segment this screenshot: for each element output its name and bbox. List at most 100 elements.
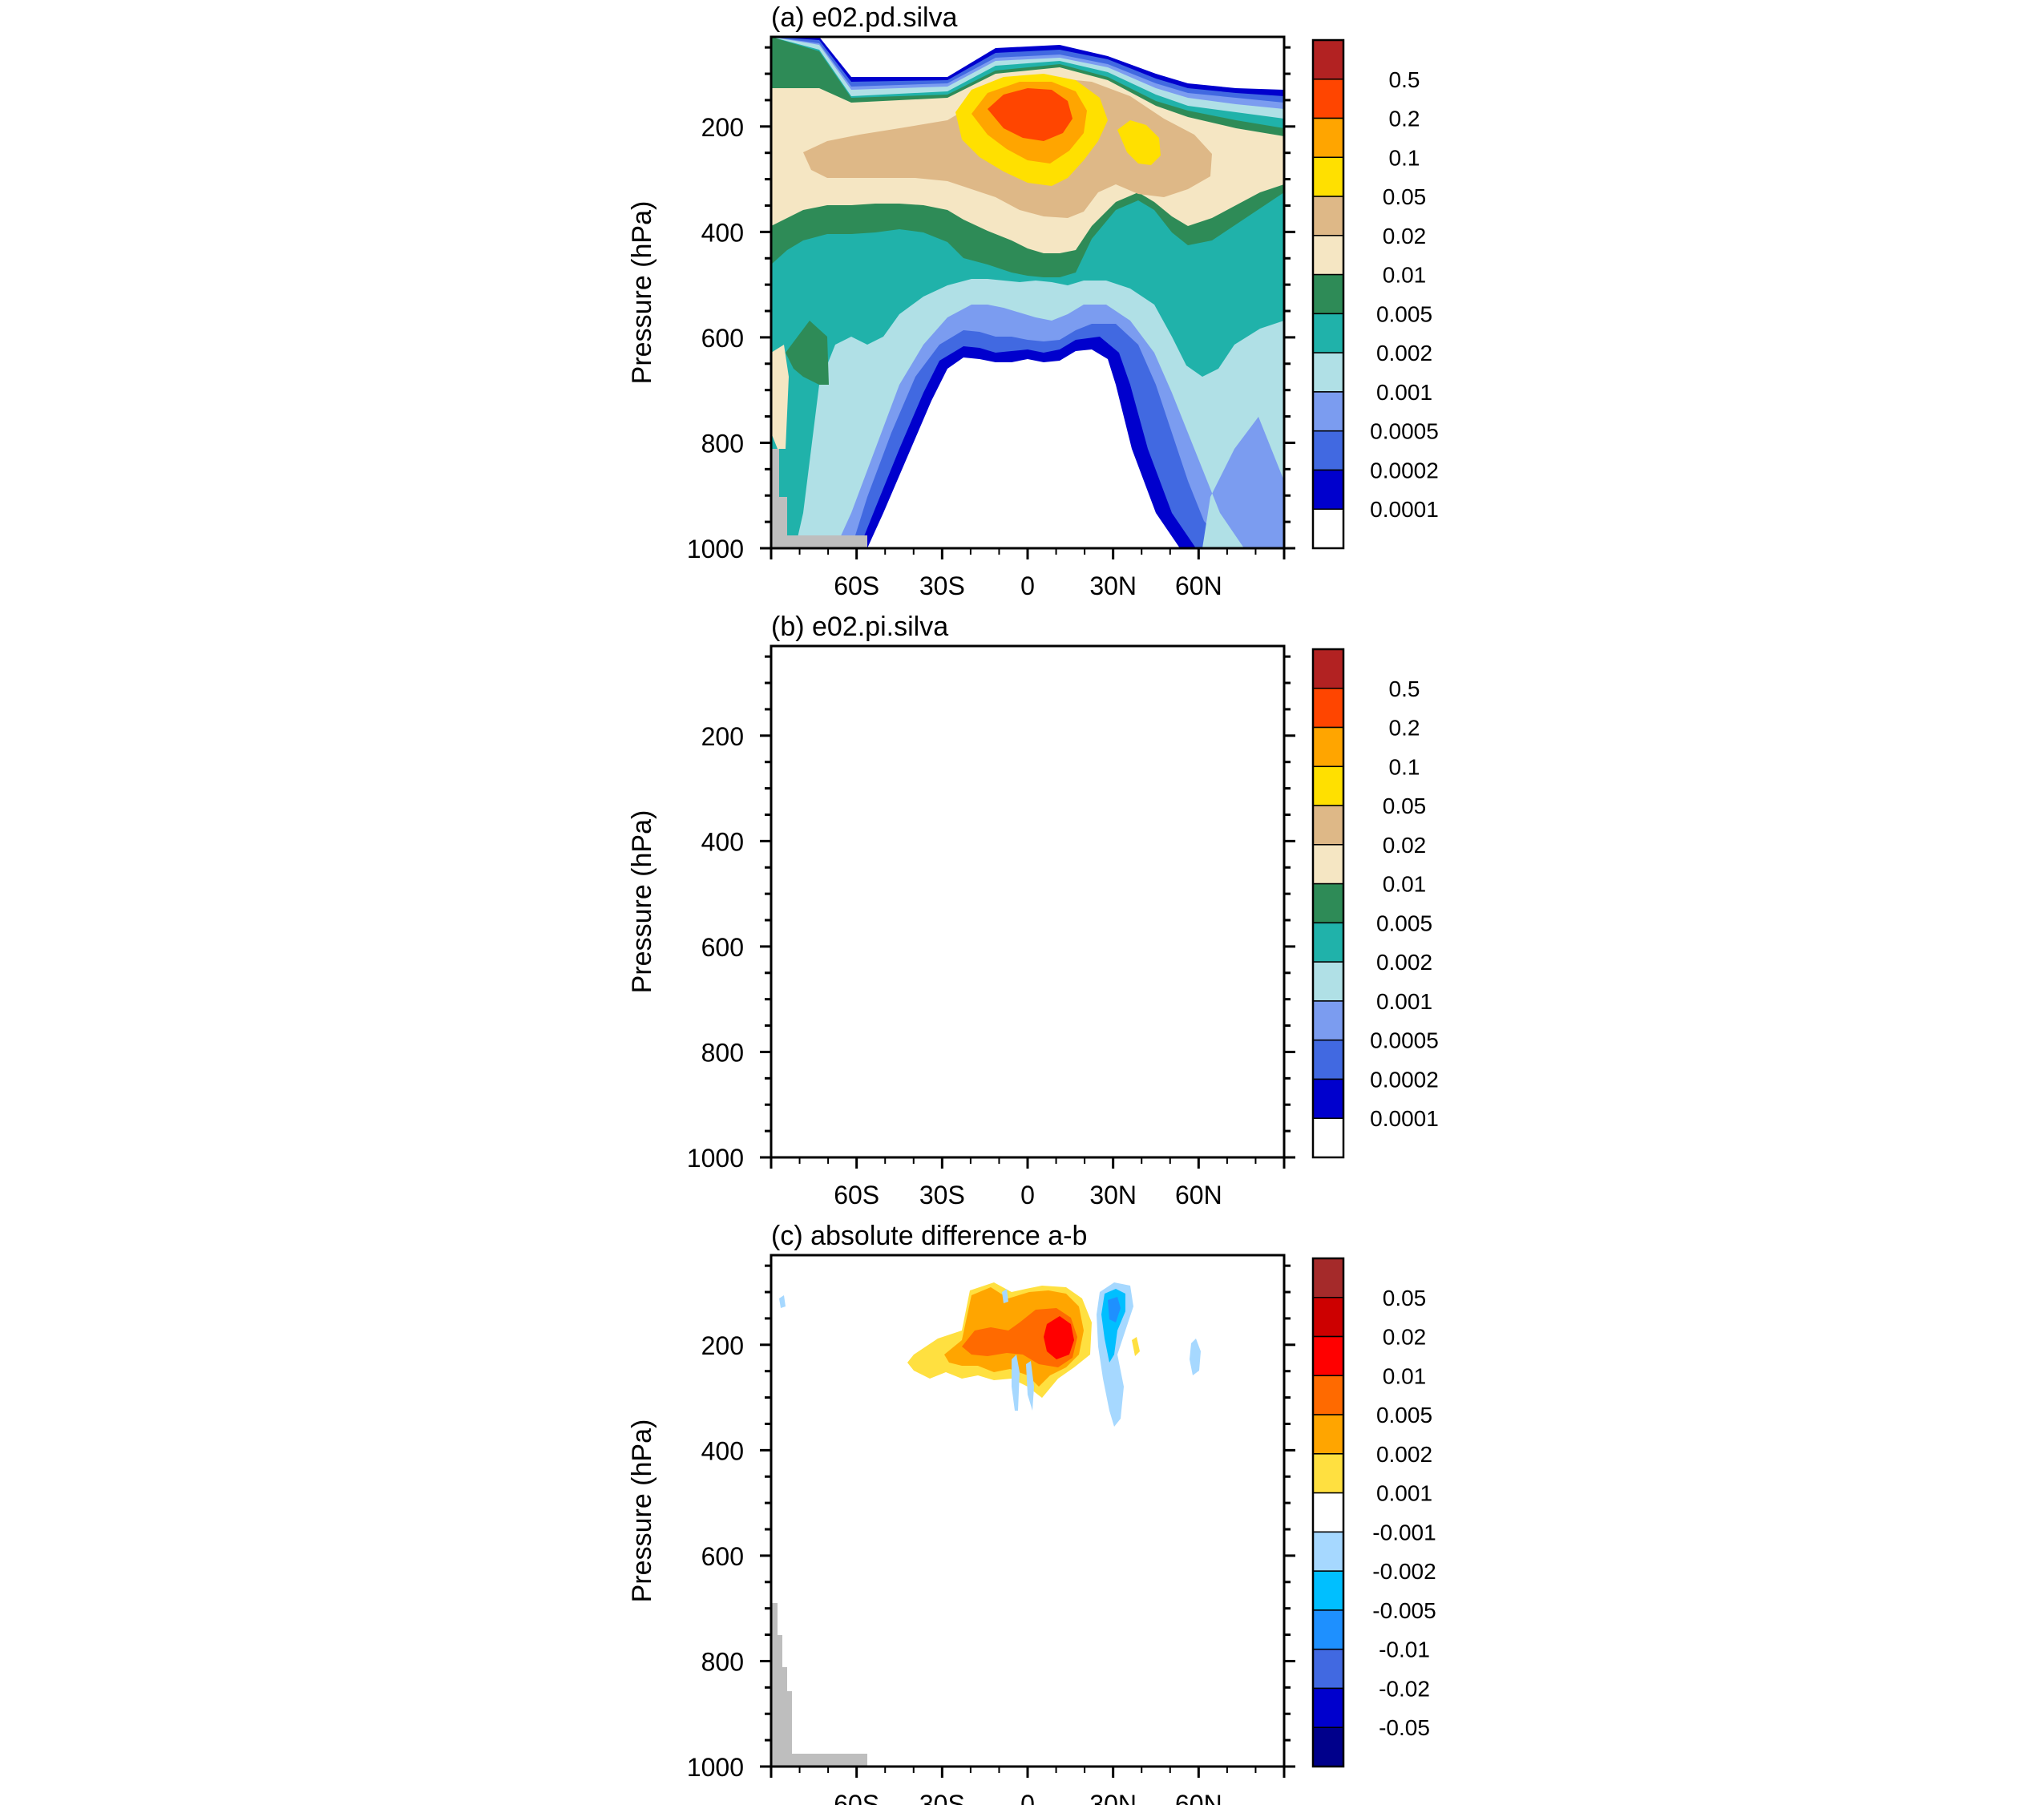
panel-b-left-tan-patch bbox=[771, 954, 789, 1058]
colorbar-label: 0.02 bbox=[1383, 833, 1427, 858]
colorbar-swatch bbox=[1312, 352, 1344, 393]
y-tick-label: 600 bbox=[701, 933, 744, 962]
colorbar-swatch bbox=[1312, 1414, 1344, 1455]
colorbar-swatch bbox=[1312, 156, 1344, 197]
y-tick-label: 400 bbox=[701, 218, 744, 247]
x-tick-label: 60N bbox=[1175, 571, 1222, 600]
x-tick-label: 30S bbox=[919, 1181, 965, 1209]
colorbar-swatch bbox=[1312, 726, 1344, 768]
panel-b-left-dark-patch bbox=[786, 930, 829, 994]
y-tick-label: 400 bbox=[701, 1436, 744, 1465]
panel-a-title: (a) e02.pd.silva bbox=[771, 2, 958, 33]
panel-a-axes: 200 400 600 800 1000 60S 30S 0 30N 60N bbox=[687, 46, 1295, 600]
panel-b-band-0.0005 bbox=[771, 646, 1284, 1157]
colorbar-swatch bbox=[1312, 79, 1344, 119]
panel-b-band-0.2 bbox=[972, 689, 1087, 768]
panel-a-field bbox=[771, 37, 1284, 548]
x-tick-label: 30S bbox=[919, 1790, 965, 1805]
y-tick-label: 800 bbox=[701, 429, 744, 458]
colorbar-label: 0.05 bbox=[1383, 184, 1427, 209]
colorbar-swatch bbox=[1312, 235, 1344, 276]
colorbar-label: -0.001 bbox=[1372, 1520, 1436, 1545]
colorbar-swatch bbox=[1312, 196, 1344, 236]
panel-c-neg-small-1 bbox=[1012, 1355, 1020, 1411]
panel-a-band-0.5 bbox=[988, 88, 1072, 141]
colorbar-label: 0.0005 bbox=[1370, 1028, 1439, 1053]
panel-b-band-0.05 bbox=[803, 686, 1212, 827]
panel-a-left-dark-patch bbox=[786, 321, 829, 385]
panel-a-left-tan-patch bbox=[771, 345, 789, 449]
colorbar-label: 0.002 bbox=[1376, 950, 1432, 975]
y-tick-label: 1000 bbox=[687, 1753, 744, 1782]
colorbar-label: 0.02 bbox=[1383, 1325, 1427, 1350]
panel-b-band-0.001 bbox=[771, 646, 1284, 1157]
colorbar-label: 0.5 bbox=[1389, 676, 1420, 701]
colorbar-label: 0.5 bbox=[1389, 67, 1420, 92]
y-tick-label: 400 bbox=[701, 827, 744, 856]
colorbar-swatch bbox=[1312, 430, 1344, 471]
y-tick-label: 200 bbox=[701, 722, 744, 751]
colorbar-swatch bbox=[1312, 688, 1344, 729]
colorbar-swatch bbox=[1312, 1726, 1344, 1767]
colorbar-label: 0.1 bbox=[1389, 754, 1420, 779]
colorbar-swatch bbox=[1312, 1078, 1344, 1119]
colorbar-label: -0.01 bbox=[1379, 1637, 1430, 1662]
panel-a-ylabel: Pressure (hPa) bbox=[627, 201, 657, 385]
panel-a: (a) e02.pd.silva 200 400 600 800 1000 60S 30S 0… bbox=[627, 2, 1439, 600]
colorbar-swatch bbox=[1312, 1297, 1344, 1338]
colorbar-swatch bbox=[1312, 1570, 1344, 1611]
colorbar-label: 0.0001 bbox=[1370, 1106, 1439, 1131]
panel-b-axes: 200 400 600 800 1000 60S 30S 0 30N 60N bbox=[687, 655, 1295, 1209]
colorbar-label: 0.0001 bbox=[1370, 497, 1439, 522]
y-tick-label: 800 bbox=[701, 1647, 744, 1676]
panel-c-positive-0.01 bbox=[1044, 1316, 1074, 1359]
panel-c: (c) absolute difference a-b 200 400 600 800… bbox=[627, 1221, 1436, 1805]
y-tick-label: 600 bbox=[701, 324, 744, 353]
x-tick-label: 30N bbox=[1089, 1181, 1137, 1209]
colorbar-label: 0.001 bbox=[1376, 1481, 1432, 1506]
colorbar-swatch bbox=[1312, 1687, 1344, 1728]
x-tick-label: 60N bbox=[1175, 1790, 1222, 1805]
colorbar-label: 0.01 bbox=[1383, 263, 1427, 288]
colorbar-swatch bbox=[1312, 117, 1344, 159]
colorbar-label: 0.05 bbox=[1383, 793, 1427, 818]
panel-c-axes: 200 400 600 800 1000 60S 30S 0 30N 60N bbox=[687, 1264, 1295, 1805]
panel-c-neg-small-5 bbox=[1002, 1289, 1008, 1303]
colorbar-swatch bbox=[1312, 1609, 1344, 1650]
colorbar-swatch bbox=[1312, 1039, 1344, 1080]
colorbar-label: 0.01 bbox=[1383, 872, 1427, 897]
colorbar-label: 0.2 bbox=[1389, 716, 1420, 741]
colorbar-label: 0.002 bbox=[1376, 341, 1432, 365]
colorbar-swatch bbox=[1312, 39, 1344, 80]
y-tick-label: 200 bbox=[701, 1331, 744, 1360]
colorbar-label: 0.05 bbox=[1383, 1286, 1427, 1310]
colorbar-label: -0.05 bbox=[1379, 1715, 1430, 1740]
colorbar-swatch bbox=[1312, 805, 1344, 846]
colorbar-swatch bbox=[1312, 1453, 1344, 1494]
colorbar-swatch bbox=[1312, 469, 1344, 510]
panel-a-colorbar: 0.5 0.2 0.1 0.05 0.02 0.01 0.005 0.002 0.001 0.00… bbox=[1311, 38, 1439, 550]
x-tick-label: 0 bbox=[1020, 1790, 1035, 1805]
x-tick-label: 60S bbox=[834, 571, 879, 600]
colorbar-label: 0.02 bbox=[1383, 224, 1427, 248]
colorbar-label: 0.2 bbox=[1389, 107, 1420, 131]
panel-b-band-0.0001 bbox=[771, 646, 1284, 1157]
colorbar-label: 0.0002 bbox=[1370, 1067, 1439, 1092]
x-tick-label: 60S bbox=[834, 1181, 879, 1209]
y-tick-label: 800 bbox=[701, 1038, 744, 1067]
panel-b-missing bbox=[771, 1058, 867, 1157]
panel-c-missing bbox=[771, 1603, 867, 1767]
panel-c-field bbox=[771, 1255, 1284, 1767]
colorbar-label: 0.01 bbox=[1383, 1363, 1427, 1388]
y-tick-label: 1000 bbox=[687, 1144, 744, 1173]
colorbar-label: 0.001 bbox=[1376, 380, 1432, 405]
x-tick-label: 30S bbox=[919, 571, 965, 600]
colorbar-label: 0.0002 bbox=[1370, 458, 1439, 483]
colorbar-label: -0.002 bbox=[1372, 1559, 1436, 1584]
panel-c-neg-small-4 bbox=[779, 1295, 786, 1308]
panel-b-band-0.01 bbox=[771, 646, 1284, 1157]
colorbar-swatch bbox=[1312, 508, 1344, 549]
colorbar-swatch bbox=[1312, 961, 1344, 1002]
x-tick-label: 60S bbox=[834, 1790, 879, 1805]
